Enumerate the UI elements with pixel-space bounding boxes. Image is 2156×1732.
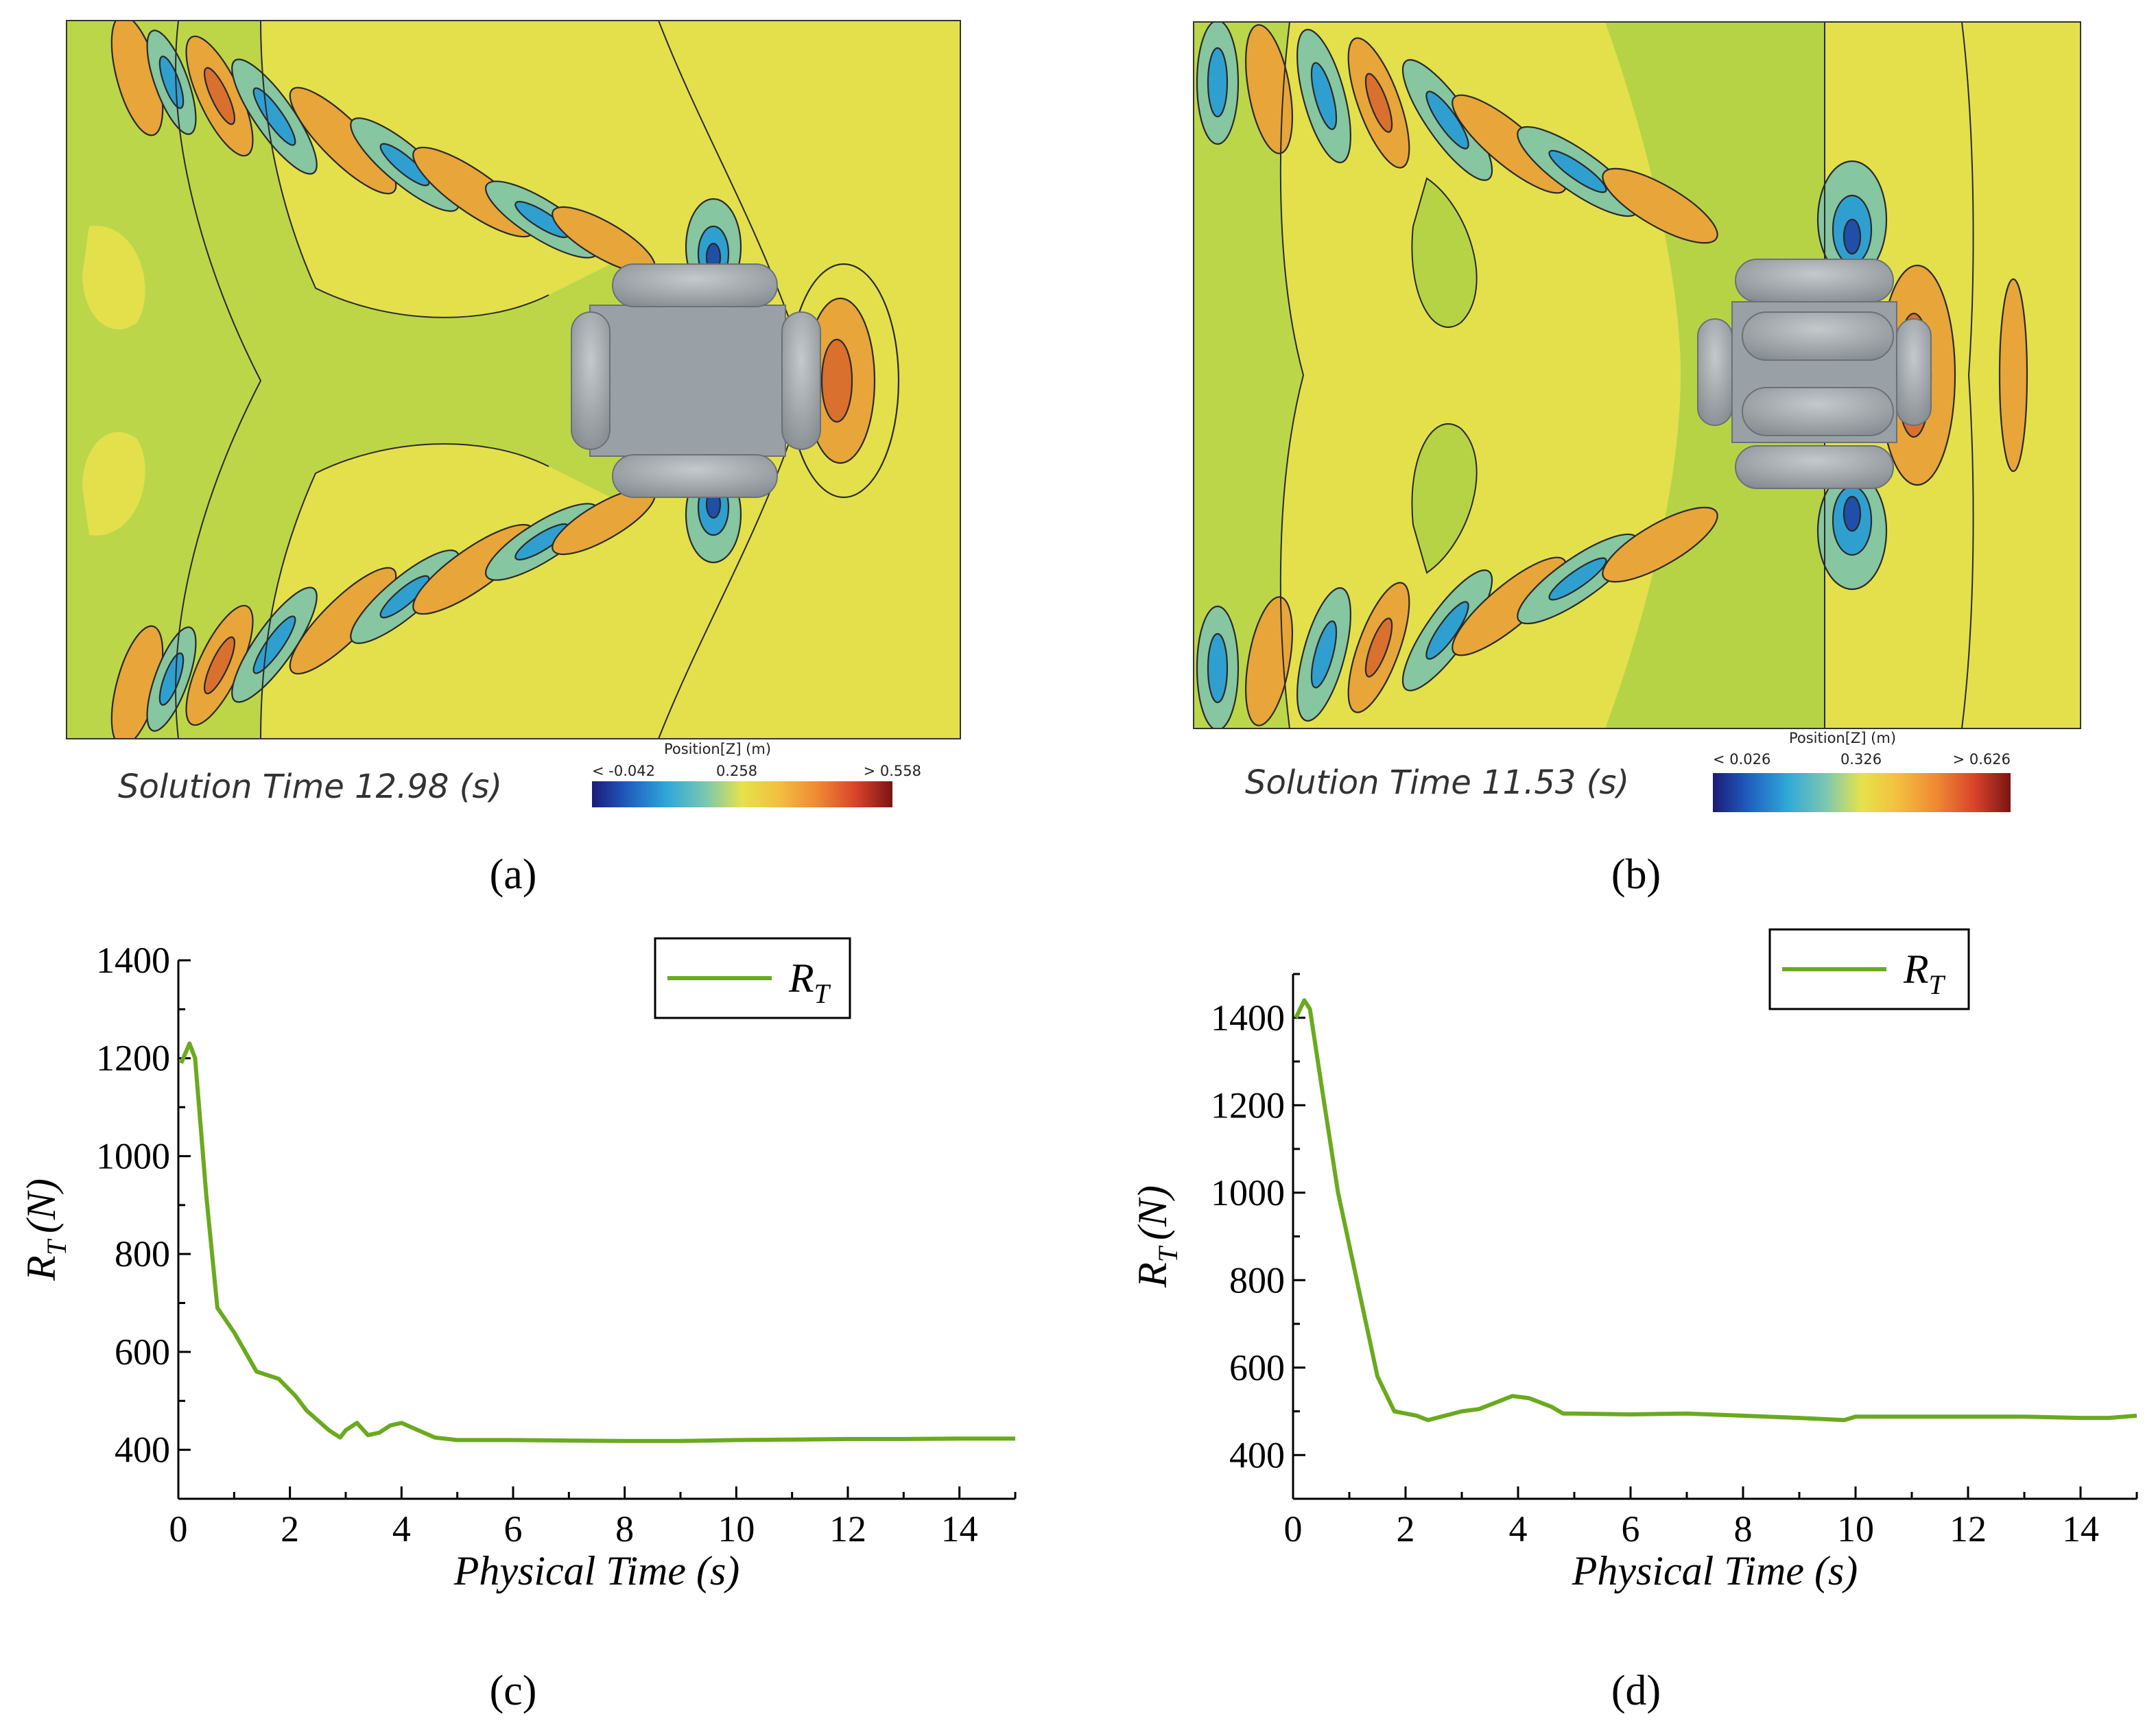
chart-c-ytick-label: 1000 xyxy=(96,1135,170,1176)
chart-c-xtick-label: 0 xyxy=(169,1508,188,1550)
chart-d-xtick-label: 12 xyxy=(1950,1508,1987,1550)
chart-c-xtick-label: 6 xyxy=(504,1508,523,1550)
chart-d-series-r-t-line xyxy=(1294,998,2137,1423)
chart-d-ytick-label: 1400 xyxy=(1211,997,1285,1039)
panel-a-contour-plot xyxy=(66,20,961,739)
hull-model-a xyxy=(571,263,821,498)
chart-c-legend-label: RT xyxy=(788,956,831,1009)
colorbar-b-title: Position[Z] (m) xyxy=(1789,730,1896,746)
chart-d-legend-label-main: R xyxy=(1903,947,1929,992)
chart-d-y-axis-label-main: R xyxy=(1130,1262,1175,1288)
chart-d-ytick-label: 800 xyxy=(1229,1259,1285,1301)
chart-c-series-r-t-line xyxy=(179,1041,1015,1443)
chart-c-ytick-label: 400 xyxy=(115,1430,170,1471)
colorbar-b-min: < 0.026 xyxy=(1713,751,1770,768)
panel-label-c: (c) xyxy=(490,1668,537,1714)
chart-c-xtick-label: 4 xyxy=(392,1508,411,1550)
chart-d-legend-label: RT xyxy=(1903,947,1946,1000)
chart-c-xtick-label: 10 xyxy=(718,1508,755,1550)
chart-c-xtick-label: 8 xyxy=(615,1508,634,1550)
chart-d-y-axis-label-sub: T xyxy=(1152,1245,1183,1262)
chart-d-xtick-label: 2 xyxy=(1397,1508,1415,1550)
colorbar-a-mid: 0.258 xyxy=(716,763,757,779)
chart-d-x-axis-label: Physical Time (s) xyxy=(1572,1548,1858,1593)
solution-time-b: Solution Time 11.53 (s) xyxy=(1245,763,1629,802)
chart-c-y-axis-label: RT (N) xyxy=(19,1178,72,1281)
chart-c-xtick-label: 14 xyxy=(941,1508,978,1550)
chart-c-legend: RT xyxy=(654,937,851,1019)
chart-c-legend-label-main: R xyxy=(788,956,814,1001)
chart-c-ytick-label: 1200 xyxy=(96,1038,170,1079)
chart-c-ytick-label: 600 xyxy=(115,1331,170,1373)
panel-label-d: (d) xyxy=(1611,1668,1661,1714)
chart-d: 0 2 4 6 8 10 12 14 400 600 800 1000 1200 1400 Physical… xyxy=(1130,928,2138,1593)
chart-d-legend: RT xyxy=(1768,928,1970,1010)
chart-d-y-axis-label: RT (N) xyxy=(1130,1185,1183,1288)
chart-c-x-axis-label: Physical Time (s) xyxy=(453,1548,740,1593)
colorbar-b-gradient xyxy=(1713,773,2011,812)
colorbar-b-max: > 0.626 xyxy=(1953,751,2011,768)
colorbar-b-mid: 0.326 xyxy=(1840,751,1882,768)
chart-d-ytick-label: 400 xyxy=(1229,1434,1285,1475)
chart-c-ytick-label: 800 xyxy=(115,1233,170,1274)
colorbar-a-title: Position[Z] (m) xyxy=(664,741,771,757)
colorbar-a: Position[Z] (m) < -0.042 0.258 > 0.558 xyxy=(592,741,921,807)
panel-b-contour-plot xyxy=(1193,21,2081,729)
chart-d-ytick-label: 1000 xyxy=(1211,1172,1285,1213)
chart-c-xtick-label: 2 xyxy=(281,1508,299,1550)
chart-d-xtick-label: 8 xyxy=(1734,1508,1753,1550)
chart-c-y-axis-label-unit: (N) xyxy=(19,1178,64,1233)
chart-c-legend-label-sub: T xyxy=(814,978,831,1009)
chart-d-legend-label-sub: T xyxy=(1929,969,1946,1000)
chart-d-xtick-label: 4 xyxy=(1509,1508,1528,1550)
panel-label-b: (b) xyxy=(1611,851,1661,898)
chart-c: 0 2 4 6 8 10 12 14 400 600 800 1000 1200 1400 Physical… xyxy=(19,937,1017,1593)
solution-time-a: Solution Time 12.98 (s) xyxy=(118,768,502,806)
chart-c-y-axis-label-main: R xyxy=(19,1255,64,1281)
chart-c-ytick-label: 1400 xyxy=(96,940,170,981)
colorbar-a-gradient xyxy=(592,781,892,807)
chart-d-y-axis-label-unit: (N) xyxy=(1130,1185,1175,1240)
chart-d-xtick-label: 0 xyxy=(1284,1508,1303,1550)
chart-c-y-axis-label-sub: T xyxy=(41,1238,72,1255)
chart-d-ytick-label: 1200 xyxy=(1211,1084,1285,1126)
colorbar-a-max: > 0.558 xyxy=(864,763,921,779)
panel-label-a: (a) xyxy=(490,851,537,898)
colorbar-a-min: < -0.042 xyxy=(592,763,655,779)
hull-model-b xyxy=(1697,259,1932,489)
chart-c-xtick-label: 12 xyxy=(829,1508,866,1550)
colorbar-b: Position[Z] (m) < 0.026 0.326 > 0.626 xyxy=(1713,730,2011,812)
chart-d-xtick-label: 10 xyxy=(1837,1508,1874,1550)
chart-d-xtick-label: 14 xyxy=(2062,1508,2099,1550)
chart-d-xtick-label: 6 xyxy=(1622,1508,1640,1550)
chart-d-ytick-label: 600 xyxy=(1229,1347,1285,1388)
